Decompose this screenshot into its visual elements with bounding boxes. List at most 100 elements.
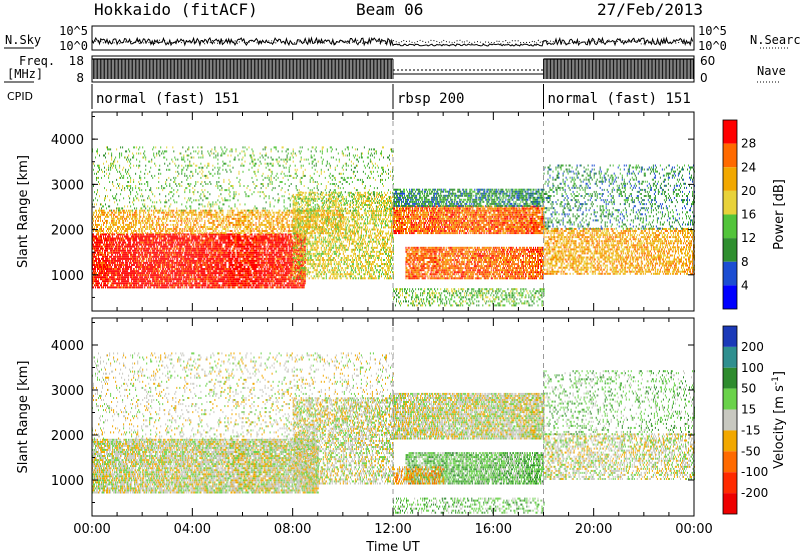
power-cell: [137, 282, 138, 284]
power-cell: [275, 236, 276, 238]
power-cell: [167, 276, 168, 278]
power-cell: [200, 266, 201, 268]
power-cell: [267, 284, 268, 286]
power-cell: [232, 242, 233, 244]
freq-tick-bottom: 8: [76, 71, 84, 85]
power-cell: [268, 260, 269, 262]
power-cell: [233, 264, 234, 266]
power-cell: [220, 240, 221, 242]
power-cell: [141, 248, 142, 250]
power-cell: [107, 282, 108, 284]
power-cell: [113, 233, 114, 235]
power-cell: [144, 286, 145, 288]
power-cell: [285, 254, 286, 256]
power-cell: [209, 270, 210, 272]
power-cell: [198, 276, 199, 278]
power-cell: [136, 260, 137, 262]
power-cell: [120, 266, 121, 268]
power-cell: [127, 240, 128, 242]
power-cell: [179, 272, 180, 274]
power-cell: [218, 270, 219, 272]
power-cell: [164, 240, 165, 242]
power-cell: [180, 270, 181, 272]
power-cell: [247, 284, 248, 286]
power-cell: [282, 266, 283, 268]
power-cell: [211, 262, 212, 264]
power-cell: [201, 286, 202, 288]
power-cell: [208, 274, 209, 276]
power-cell: [192, 244, 193, 246]
power-cell: [153, 244, 154, 246]
power-cell: [118, 252, 119, 254]
power-cell: [167, 280, 168, 282]
power-cell: [190, 260, 191, 262]
power-cell: [218, 276, 219, 278]
power-cell: [171, 286, 172, 288]
power-cell: [219, 252, 220, 254]
noise-right-label: N.Search: [750, 33, 800, 47]
power-cell: [219, 244, 220, 246]
power-cell: [288, 276, 289, 278]
power-cell: [123, 244, 124, 246]
power-cell: [162, 274, 163, 276]
power-cell: [287, 284, 288, 286]
power-cell: [212, 240, 213, 242]
power-cell: [291, 284, 292, 286]
power-cell: [192, 284, 193, 286]
power-cell: [201, 256, 202, 258]
power-cell: [291, 276, 292, 278]
power-cell: [121, 244, 122, 246]
power-cell: [171, 240, 172, 242]
power-cell: [138, 284, 139, 286]
power-cell: [135, 244, 136, 246]
power-cell: [181, 256, 182, 258]
power-cell: [224, 268, 225, 270]
power-cell: [145, 248, 146, 250]
power-cell: [223, 238, 224, 240]
power-cell: [233, 254, 234, 256]
power-cell: [279, 233, 280, 235]
power-cell: [192, 262, 193, 264]
power-cell: [268, 286, 269, 288]
power-cell: [122, 264, 123, 266]
power-cell: [170, 248, 171, 250]
power-cell: [161, 246, 162, 248]
power-cell: [182, 248, 183, 250]
power-cell: [270, 262, 271, 264]
power-cell: [241, 276, 242, 278]
power-cell: [124, 272, 125, 274]
power-cell: [158, 250, 159, 252]
power-cell: [162, 250, 163, 252]
power-cell: [176, 260, 177, 262]
power-cell: [215, 266, 216, 268]
power-cell: [126, 256, 127, 258]
power-cell: [100, 276, 101, 278]
power-cell: [233, 276, 234, 278]
power-cell: [161, 286, 162, 288]
power-cell: [205, 274, 206, 276]
power-cell: [214, 238, 215, 240]
power-cell: [209, 280, 210, 282]
power-cell: [230, 242, 231, 244]
power-cell: [123, 252, 124, 254]
power-cell: [107, 242, 108, 244]
power-cell: [148, 274, 149, 276]
power-cell: [182, 238, 183, 240]
power-cell: [152, 260, 153, 262]
power-cell: [255, 276, 256, 278]
power-cell: [172, 260, 173, 262]
power-cell: [174, 246, 175, 248]
power-cell: [239, 278, 240, 280]
power-cell: [108, 268, 109, 270]
power-cell: [273, 270, 274, 272]
power-cell: [108, 274, 109, 276]
power-cell: [130, 254, 131, 256]
power-cell: [96, 258, 97, 260]
power-cell: [97, 232, 98, 234]
power-cell: [176, 254, 177, 256]
power-cell: [155, 240, 156, 242]
power-cell: [104, 280, 105, 282]
power-cell: [295, 260, 296, 262]
power-cell: [164, 244, 165, 246]
power-cell: [237, 233, 238, 235]
